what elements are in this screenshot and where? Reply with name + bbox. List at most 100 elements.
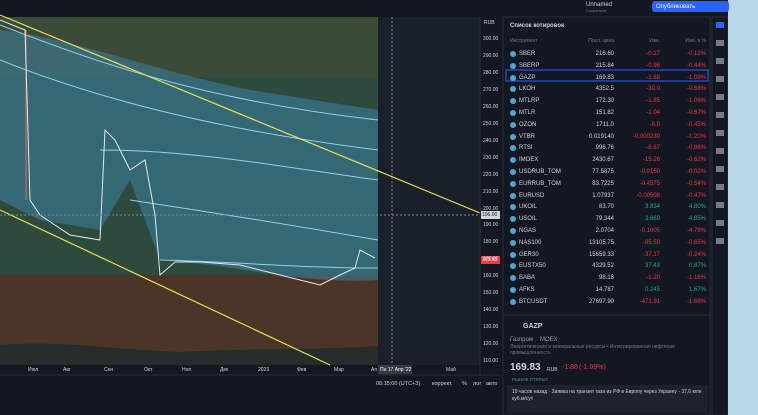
symbol-icon <box>510 62 516 69</box>
news[interactable]: 19 часов назад · Заявка на транзит газа … <box>512 389 702 402</box>
symbol-icon <box>510 287 516 293</box>
cell: 37.43 <box>644 263 660 270</box>
cell: -0.47% <box>686 192 706 199</box>
symbol-icon <box>510 51 516 57</box>
cell: -1.06% <box>686 98 706 105</box>
time-label: Ап <box>371 367 378 373</box>
symbol[interactable]: EUSTX50 <box>519 263 546 270</box>
symbol[interactable]: AFKS <box>519 287 535 293</box>
symbol[interactable]: SBER <box>519 51 536 57</box>
zone-top <box>0 17 378 77</box>
symbol[interactable]: EURRUB_TOM <box>519 180 561 187</box>
cell: -0.67% <box>686 110 706 116</box>
price-label: 240.00 <box>483 137 499 144</box>
cell: -1.68% <box>686 298 706 305</box>
cell: 83.70 <box>598 204 614 211</box>
clock: 08:15:00 (UTC+3) <box>376 381 421 387</box>
price-label: 230.00 <box>483 154 499 161</box>
symbol[interactable]: OZON <box>519 121 537 128</box>
crosshair-date: Пн 17 Апр '22 <box>380 367 412 373</box>
cell: -85.50 <box>642 239 660 246</box>
cell: 2430.67 <box>592 157 614 164</box>
cell: -15.26 <box>642 157 660 164</box>
cell: 1.67% <box>688 287 706 293</box>
price-label: 280.00 <box>483 69 499 76</box>
time-label: Дек <box>220 367 229 373</box>
log-toggle[interactable]: лог <box>473 381 482 387</box>
publish-label[interactable]: Опубликовать <box>656 4 696 10</box>
symbol-icon <box>510 228 516 234</box>
symbol[interactable]: BABA <box>519 275 536 282</box>
price-label: 110.00 <box>483 358 498 365</box>
symbol[interactable]: EURUSD <box>519 192 545 199</box>
cell: 4352.5 <box>595 86 614 93</box>
detail-currency: RUB <box>547 367 558 373</box>
symbol[interactable]: RTSI <box>519 145 533 152</box>
cell: -0.44% <box>686 62 706 69</box>
cell: -30.0 <box>646 86 660 93</box>
time-label: Окт <box>144 367 153 373</box>
symbol-icon <box>510 169 516 175</box>
trend-line <box>0 209 331 366</box>
symbol[interactable]: UKOIL <box>519 204 538 211</box>
symbol[interactable]: LKOH <box>519 86 536 93</box>
last-price: 169.83 <box>482 257 498 263</box>
time-label: Июл <box>28 367 39 373</box>
cell: 1711.0 <box>596 121 614 128</box>
symbol-icon <box>510 204 516 211</box>
cell: -1.04 <box>646 110 660 116</box>
cell: -1.88 <box>646 74 660 81</box>
symbol[interactable]: GAZP <box>519 74 536 81</box>
symbol-icon <box>510 275 516 282</box>
cell: -0.12% <box>686 51 706 57</box>
price-line <box>0 19 376 286</box>
auto-toggle[interactable]: авто <box>486 381 498 387</box>
volume <box>0 343 378 365</box>
time-label: Мар <box>334 367 344 373</box>
symbol-icon <box>510 133 516 140</box>
time-label: Ноя <box>182 367 192 373</box>
cell: 3.669 <box>644 216 660 223</box>
detail-change-pct: (-1.09%) <box>579 364 606 371</box>
price-label: 260.00 <box>483 103 499 110</box>
detail-change: -1.88 <box>562 364 578 371</box>
cell: 4.85% <box>688 216 706 223</box>
detail-symbol: GAZP <box>523 323 543 330</box>
cell: -0.62% <box>686 157 706 164</box>
cell: 996.76 <box>595 145 614 152</box>
price-label: 290.00 <box>483 52 499 59</box>
cell: -0.24% <box>686 251 706 258</box>
cell: -0.27 <box>646 51 660 57</box>
cell: 216.60 <box>595 51 614 57</box>
symbol[interactable]: VTBR <box>519 133 536 140</box>
row-selected <box>505 69 709 82</box>
symbol-icon <box>510 157 516 164</box>
price-label: 160.00 <box>483 273 499 280</box>
symbol-icon <box>510 298 516 305</box>
time-label: 2023 <box>258 367 270 373</box>
symbol[interactable]: GER30 <box>519 251 539 258</box>
news-bg <box>507 385 708 413</box>
symbol[interactable]: IMOEX <box>519 157 539 164</box>
price-label: 210.00 <box>483 188 499 195</box>
symbol-icon <box>510 145 516 152</box>
future-area <box>378 17 480 365</box>
cell: 169.83 <box>595 74 614 81</box>
percent-toggle[interactable]: % <box>462 381 467 387</box>
adjust-toggle[interactable]: коррект. <box>432 381 453 387</box>
symbol[interactable]: NGAS <box>519 228 537 234</box>
cell: -8.67 <box>646 145 660 152</box>
symbol[interactable]: NAS100 <box>519 239 542 246</box>
cell: 0.245 <box>644 287 660 293</box>
symbol[interactable]: USDRUB_TOM <box>519 169 561 175</box>
symbol-icon <box>510 86 516 93</box>
publish-button[interactable] <box>652 1 729 12</box>
symbol[interactable]: SBERP <box>519 62 540 69</box>
price-label: 170.00 <box>483 256 499 263</box>
symbol[interactable]: USOIL <box>519 216 538 223</box>
symbol[interactable]: MTLR <box>519 110 536 116</box>
cell: 3.834 <box>644 204 660 211</box>
cell: 79.344 <box>595 216 614 223</box>
symbol[interactable]: MTLRP <box>519 98 540 105</box>
symbol[interactable]: BTCUSDT <box>519 298 548 305</box>
